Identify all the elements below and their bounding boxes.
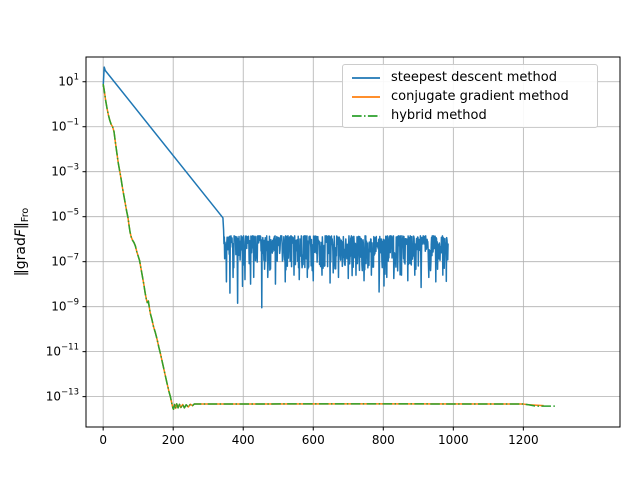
y-tick-label: 10−5 bbox=[51, 208, 79, 224]
legend: steepest descent method conjugate gradie… bbox=[342, 64, 598, 128]
series-line-hybrid-method bbox=[102, 83, 556, 410]
legend-row-steepest-descent: steepest descent method bbox=[351, 68, 589, 87]
legend-label-steepest-descent: steepest descent method bbox=[391, 70, 557, 85]
legend-sample-conjugate-gradient bbox=[352, 95, 380, 98]
y-tick-label: 10−7 bbox=[51, 253, 79, 269]
x-tick-label: 400 bbox=[232, 433, 255, 447]
legend-row-conjugate-gradient: conjugate gradient method bbox=[351, 87, 589, 106]
y-axis-label: ‖gradF‖Fro bbox=[13, 208, 31, 277]
legend-label-hybrid: hybrid method bbox=[391, 108, 487, 123]
x-tick-label: 600 bbox=[302, 433, 325, 447]
x-tick-label: 200 bbox=[162, 433, 185, 447]
legend-label-conjugate-gradient: conjugate gradient method bbox=[391, 89, 569, 104]
x-tick-label: 0 bbox=[99, 433, 107, 447]
x-tick-label: 1000 bbox=[438, 433, 469, 447]
y-tick-label: 10−1 bbox=[51, 118, 79, 134]
x-tick-label: 1200 bbox=[508, 433, 539, 447]
y-tick-label: 10−9 bbox=[51, 298, 79, 314]
ticks: 0 200 400 600 800 1000 1200 101 10−1 10−3 10−5 10−7… bbox=[46, 73, 539, 447]
x-tick-label: 800 bbox=[372, 433, 395, 447]
y-tick-label: 101 bbox=[58, 73, 79, 89]
series-line-steepest-descent-method bbox=[102, 66, 449, 309]
legend-sample-steepest-descent bbox=[352, 76, 380, 79]
y-tick-label: 10−13 bbox=[46, 388, 79, 404]
axes-spines bbox=[85, 56, 621, 428]
legend-row-hybrid: hybrid method bbox=[351, 106, 589, 125]
y-tick-label: 10−3 bbox=[51, 163, 79, 179]
y-tick-label: 10−11 bbox=[46, 343, 79, 359]
legend-sample-hybrid bbox=[352, 114, 380, 117]
